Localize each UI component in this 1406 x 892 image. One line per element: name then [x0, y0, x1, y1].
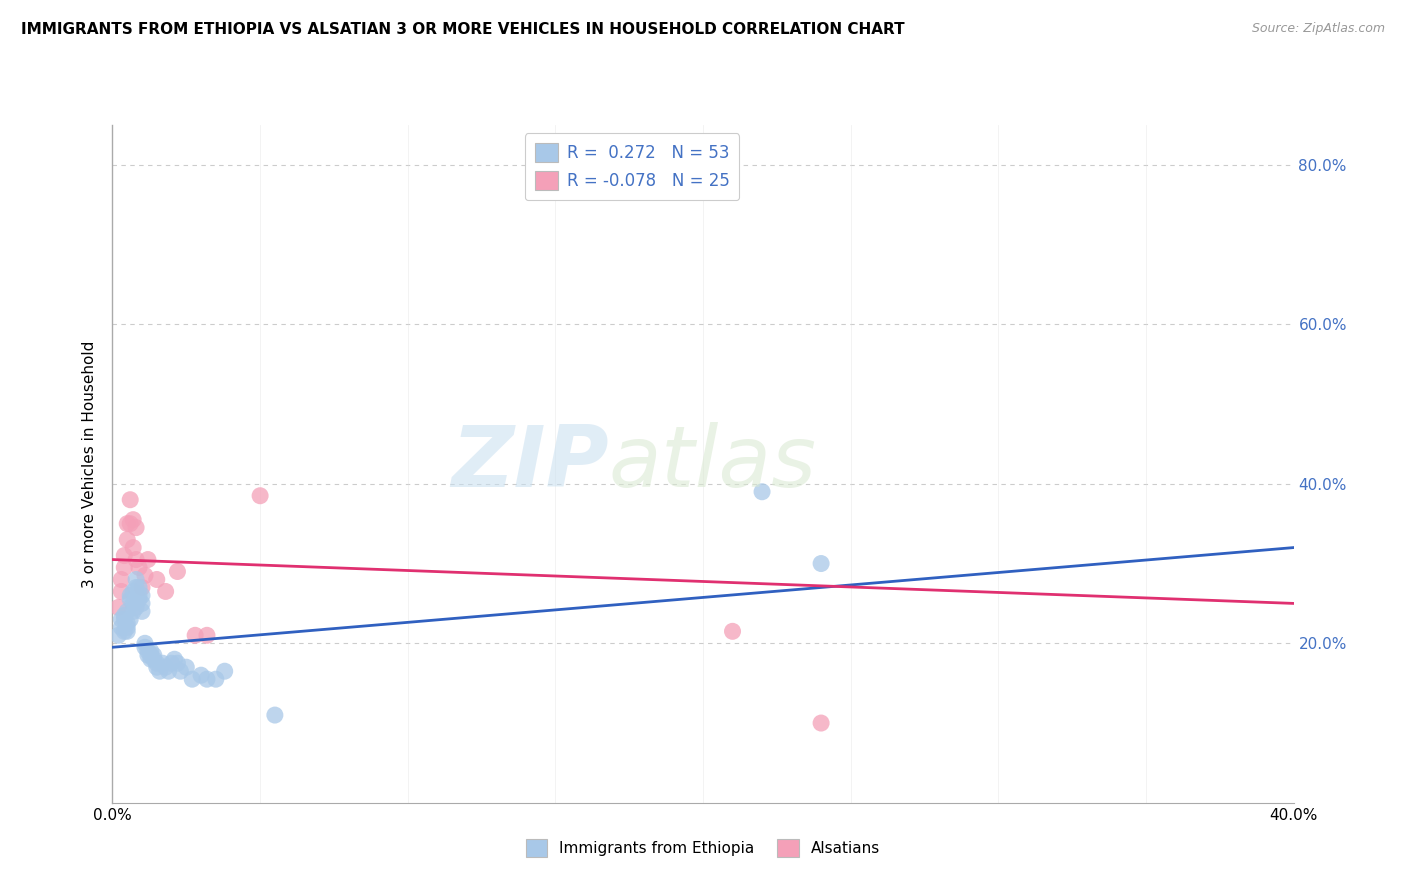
Point — [139, 648, 162, 663]
Point — [117, 624, 138, 639]
Point — [128, 592, 150, 607]
Point — [195, 672, 218, 686]
Point — [264, 708, 287, 723]
Point — [152, 657, 174, 671]
Point — [117, 616, 138, 631]
Point — [721, 624, 744, 639]
Point — [205, 672, 228, 686]
Point — [131, 589, 153, 603]
Point — [195, 628, 218, 642]
Point — [110, 584, 132, 599]
Point — [125, 600, 148, 615]
Point — [120, 516, 142, 531]
Point — [120, 589, 142, 603]
Point — [181, 672, 204, 686]
Point — [125, 521, 148, 535]
Point — [163, 652, 186, 666]
Point — [117, 533, 138, 547]
Point — [117, 516, 138, 531]
Point — [120, 592, 142, 607]
Point — [112, 612, 135, 626]
Point — [174, 660, 197, 674]
Point — [166, 565, 188, 579]
Point — [120, 492, 142, 507]
Point — [125, 552, 148, 566]
Point — [136, 644, 159, 658]
Text: IMMIGRANTS FROM ETHIOPIA VS ALSATIAN 3 OR MORE VEHICLES IN HOUSEHOLD CORRELATION: IMMIGRANTS FROM ETHIOPIA VS ALSATIAN 3 O… — [21, 22, 904, 37]
Point — [146, 660, 169, 674]
Point — [139, 644, 162, 658]
Point — [149, 664, 172, 678]
Point — [160, 657, 183, 671]
Point — [107, 600, 129, 615]
Point — [122, 596, 145, 610]
Point — [112, 549, 135, 563]
Point — [155, 584, 177, 599]
Point — [110, 620, 132, 634]
Point — [125, 573, 148, 587]
Point — [122, 584, 145, 599]
Point — [117, 620, 138, 634]
Point — [214, 664, 236, 678]
Point — [134, 640, 156, 655]
Point — [112, 624, 135, 639]
Point — [190, 668, 212, 682]
Point — [112, 608, 135, 623]
Point — [120, 612, 142, 626]
Point — [146, 573, 169, 587]
Point — [810, 557, 832, 571]
Point — [125, 581, 148, 595]
Point — [128, 560, 150, 574]
Legend: Immigrants from Ethiopia, Alsatians: Immigrants from Ethiopia, Alsatians — [520, 833, 886, 863]
Point — [810, 716, 832, 731]
Point — [122, 541, 145, 555]
Point — [110, 573, 132, 587]
Point — [139, 652, 162, 666]
Point — [122, 513, 145, 527]
Point — [128, 589, 150, 603]
Point — [751, 484, 773, 499]
Point — [142, 648, 165, 663]
Point — [155, 660, 177, 674]
Point — [249, 489, 271, 503]
Y-axis label: 3 or more Vehicles in Household: 3 or more Vehicles in Household — [82, 340, 97, 588]
Point — [136, 552, 159, 566]
Point — [131, 604, 153, 618]
Point — [131, 596, 153, 610]
Point — [146, 657, 169, 671]
Point — [166, 657, 188, 671]
Point — [134, 636, 156, 650]
Text: ZIP: ZIP — [451, 422, 609, 506]
Point — [128, 581, 150, 595]
Text: Source: ZipAtlas.com: Source: ZipAtlas.com — [1251, 22, 1385, 36]
Point — [107, 628, 129, 642]
Point — [157, 664, 180, 678]
Point — [131, 581, 153, 595]
Point — [142, 652, 165, 666]
Point — [184, 628, 207, 642]
Point — [169, 664, 191, 678]
Point — [117, 604, 138, 618]
Point — [112, 560, 135, 574]
Point — [110, 612, 132, 626]
Point — [136, 648, 159, 663]
Text: atlas: atlas — [609, 422, 817, 506]
Point — [122, 604, 145, 618]
Point — [134, 568, 156, 582]
